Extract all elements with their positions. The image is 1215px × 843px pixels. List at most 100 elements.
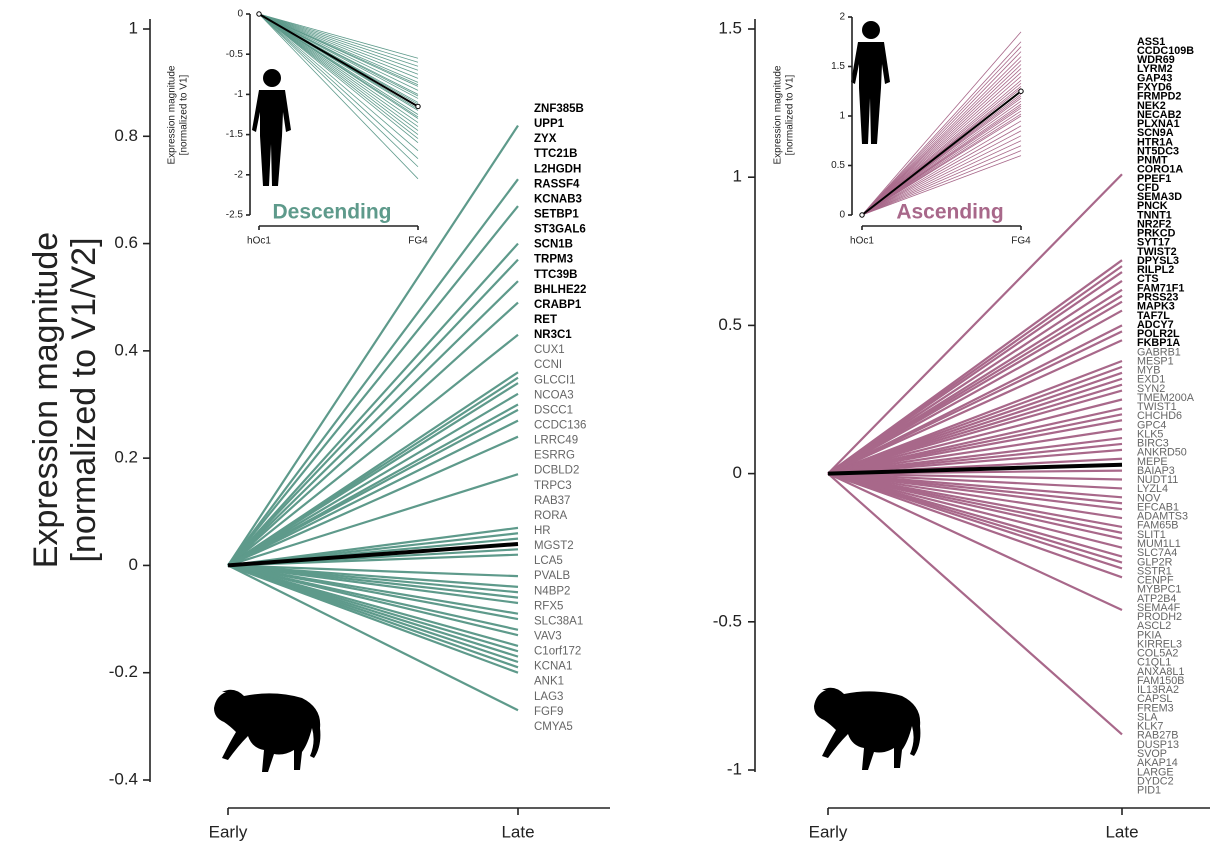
- gene-line: [259, 14, 418, 139]
- gene-label: DCBLD2: [534, 465, 579, 477]
- y-axis-label: Expression magnitude: [27, 232, 65, 568]
- gene-line: [259, 14, 418, 143]
- monkey-icon: [814, 688, 920, 770]
- panel: 0 0.5 1 1.5 2 hOc1 FG4 Ascending Expression magn…: [773, 12, 1032, 247]
- mean-point: [416, 104, 420, 108]
- human-icon: [252, 69, 291, 186]
- y-axis-label: Expression magnitude: [167, 65, 178, 164]
- y-tick-label: 0.5: [831, 160, 845, 171]
- gene-label: RFX5: [534, 600, 563, 612]
- x-tick-label: FG4: [408, 236, 428, 247]
- gene-label: L2HGDH: [534, 163, 581, 175]
- gene-label: LAG3: [534, 691, 563, 703]
- gene-label: CCDC136: [534, 420, 586, 432]
- gene-line: [228, 281, 518, 565]
- y-tick-label: -0.5: [226, 49, 244, 60]
- x-tick-label: hOc1: [850, 236, 874, 247]
- y-tick-label: -1: [727, 759, 742, 778]
- y-axis-label: Expression magnitude: [773, 65, 784, 164]
- mean-point: [1019, 89, 1023, 93]
- gene-label: NR3C1: [534, 329, 572, 341]
- y-tick-label: -1: [234, 89, 243, 100]
- gene-label: N4BP2: [534, 585, 570, 597]
- gene-label: CCNI: [534, 359, 562, 371]
- gene-label: SLC38A1: [534, 615, 583, 627]
- x-tick-label: Late: [1105, 822, 1138, 841]
- monkey-icon: [214, 690, 320, 772]
- gene-label: LRRC49: [534, 435, 578, 447]
- gene-label: ST3GAL6: [534, 224, 586, 236]
- gene-label: RASSF4: [534, 178, 580, 190]
- gene-label: RORA: [534, 510, 568, 522]
- gene-line: [228, 335, 518, 566]
- gene-label: SCN1B: [534, 239, 573, 251]
- y-tick-label: 0.6: [114, 233, 138, 252]
- gene-label: CUX1: [534, 344, 565, 356]
- gene-line: [228, 206, 518, 565]
- gene-label: UPP1: [534, 118, 565, 130]
- gene-line: [862, 65, 1021, 215]
- gene-label: CRABP1: [534, 299, 582, 311]
- gene-label: MGST2: [534, 540, 574, 552]
- gene-label: LCA5: [534, 555, 563, 567]
- y-tick-label: -2.5: [226, 210, 244, 221]
- gene-line: [228, 244, 518, 566]
- y-tick-label: 0.2: [114, 448, 138, 467]
- y-tick-label: 0.4: [114, 340, 138, 359]
- y-tick-label: -0.4: [109, 769, 138, 788]
- y-tick-label: 2: [839, 12, 845, 23]
- figure: -0.4-0.200.20.40.60.81EarlyLateExpressio…: [0, 0, 1215, 843]
- inset-title: Ascending: [896, 201, 1003, 224]
- gene-label: GLCCI1: [534, 374, 576, 386]
- y-axis-label: [normalized to V1]: [785, 74, 796, 155]
- mean-point: [860, 213, 864, 217]
- y-axis-label: [normalized to V1]: [179, 74, 190, 155]
- gene-label: NCOA3: [534, 389, 574, 401]
- gene-line: [228, 394, 518, 566]
- y-tick-label: -2: [234, 169, 243, 180]
- gene-label: RET: [534, 314, 557, 326]
- gene-label: PVALB: [534, 570, 571, 582]
- y-tick-label: 0: [733, 463, 742, 482]
- gene-label: VAV3: [534, 630, 562, 642]
- gene-label: HR: [534, 525, 551, 537]
- gene-label: FGF9: [534, 706, 563, 718]
- y-tick-label: 0: [129, 555, 138, 574]
- gene-line: [862, 76, 1021, 215]
- x-tick-label: Late: [501, 822, 534, 841]
- gene-line: [228, 126, 518, 566]
- y-axis-label: [normalized to V1/V2]: [65, 237, 103, 562]
- y-tick-label: 0: [839, 210, 845, 221]
- y-tick-label: -0.5: [713, 611, 742, 630]
- gene-label: SETBP1: [534, 209, 579, 221]
- gene-label: PID1: [1137, 785, 1161, 797]
- x-tick-label: hOc1: [247, 236, 271, 247]
- y-tick-label: 0: [237, 9, 243, 20]
- x-tick-label: Early: [209, 822, 248, 841]
- gene-label: ZNF385B: [534, 103, 584, 115]
- y-tick-label: 1.5: [831, 61, 845, 72]
- gene-label: KCNA1: [534, 661, 572, 673]
- y-tick-label: 1: [733, 167, 742, 186]
- gene-label: TRPC3: [534, 480, 572, 492]
- x-tick-label: Early: [809, 822, 848, 841]
- gene-line: [862, 68, 1021, 215]
- gene-label: CMYA5: [534, 721, 573, 733]
- gene-label: DSCC1: [534, 404, 573, 416]
- mean-line: [862, 91, 1021, 215]
- human-icon: [851, 21, 890, 144]
- gene-label: BHLHE22: [534, 284, 586, 296]
- gene-line: [259, 14, 418, 86]
- gene-line: [862, 61, 1021, 215]
- gene-label: RAB37: [534, 495, 570, 507]
- gene-line: [259, 14, 418, 98]
- y-tick-label: 0.8: [114, 126, 138, 145]
- mean-point: [257, 12, 261, 16]
- page: -0.4-0.200.20.40.60.81EarlyLateExpressio…: [0, 0, 1215, 843]
- y-tick-label: 1: [839, 111, 845, 122]
- x-tick-label: FG4: [1011, 236, 1031, 247]
- gene-label: KCNAB3: [534, 193, 582, 205]
- gene-line: [259, 14, 418, 90]
- gene-line: [828, 474, 1122, 539]
